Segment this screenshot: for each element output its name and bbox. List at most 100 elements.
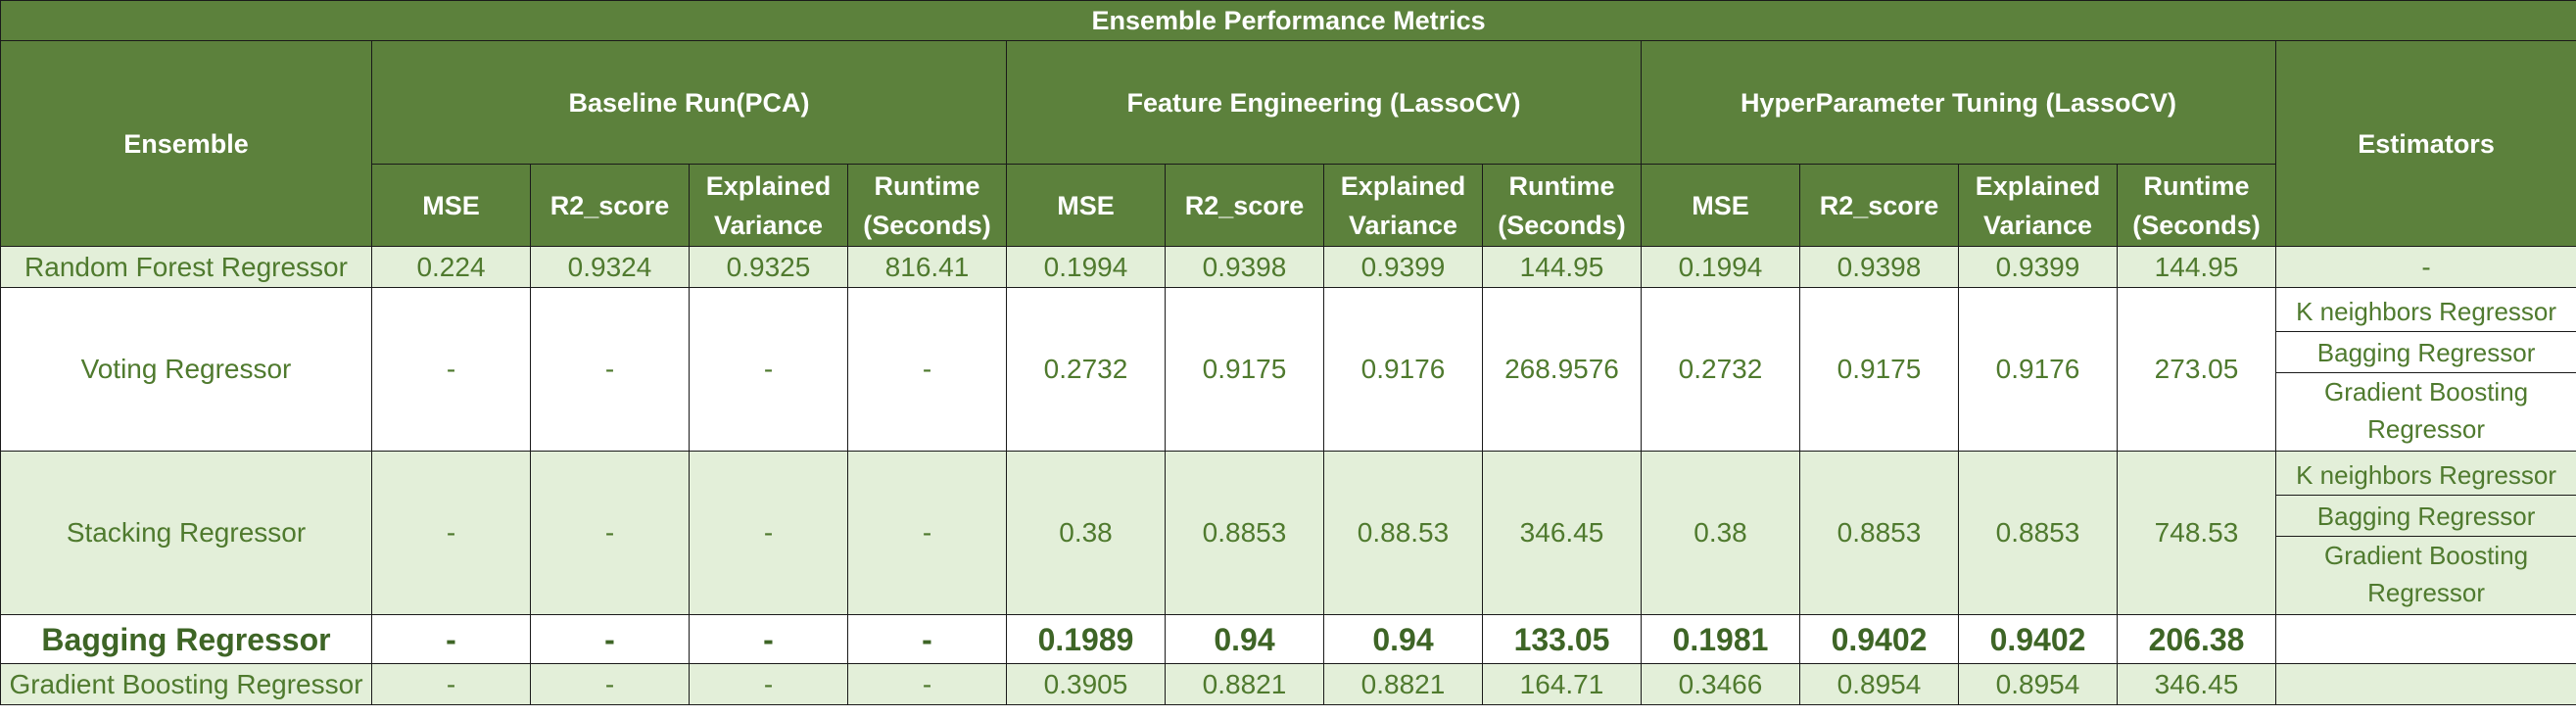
header-estimators: Estimators xyxy=(2274,40,2576,247)
tuning-mse: 0.2732 xyxy=(1641,287,1800,452)
header-explained-variance: Explained Variance xyxy=(1958,164,2118,247)
baseline-mse: - xyxy=(371,663,531,705)
feature-variance: 0.9176 xyxy=(1323,287,1483,452)
estimator-item: Gradient Boosting Regressor xyxy=(2324,541,2529,607)
baseline-mse: - xyxy=(371,451,531,615)
table-title: Ensemble Performance Metrics xyxy=(0,0,2576,41)
ensemble-name: Bagging Regressor xyxy=(0,614,372,664)
estimator-item: Gradient Boosting Regressor xyxy=(2324,377,2529,444)
feature-mse: 0.3905 xyxy=(1006,663,1166,705)
header-mse: MSE xyxy=(1641,164,1800,247)
tuning-runtime: 748.53 xyxy=(2117,451,2276,615)
baseline-runtime: - xyxy=(847,451,1007,615)
feature-runtime: 164.71 xyxy=(1482,663,1642,705)
estimators-list: K neighbors Regressor Bagging Regressor … xyxy=(2276,291,2576,448)
baseline-variance: 0.9325 xyxy=(689,246,848,288)
feature-r2: 0.9398 xyxy=(1165,246,1324,288)
tuning-variance: 0.8853 xyxy=(1958,451,2118,615)
header-explained-variance: Explained Variance xyxy=(1323,164,1483,247)
baseline-variance: - xyxy=(689,287,848,452)
baseline-runtime: - xyxy=(847,663,1007,705)
feature-r2: 0.9175 xyxy=(1165,287,1324,452)
header-r2-score: R2_score xyxy=(1799,164,1959,247)
feature-runtime: 346.45 xyxy=(1482,451,1642,615)
header-group-baseline: Baseline Run(PCA) xyxy=(371,40,1007,165)
ensemble-name: Random Forest Regressor xyxy=(0,246,372,288)
baseline-mse: 0.224 xyxy=(371,246,531,288)
tuning-r2: 0.9402 xyxy=(1799,614,1959,664)
tuning-runtime: 144.95 xyxy=(2117,246,2276,288)
baseline-r2: - xyxy=(530,663,690,705)
feature-r2: 0.8853 xyxy=(1165,451,1324,615)
feature-variance: 0.88.53 xyxy=(1323,451,1483,615)
tuning-runtime: 346.45 xyxy=(2117,663,2276,705)
baseline-r2: - xyxy=(530,287,690,452)
baseline-variance: - xyxy=(689,663,848,705)
tuning-mse: 0.1994 xyxy=(1641,246,1800,288)
estimators-cell xyxy=(2274,663,2576,705)
tuning-variance: 0.9176 xyxy=(1958,287,2118,452)
tuning-mse: 0.3466 xyxy=(1641,663,1800,705)
header-ensemble: Ensemble xyxy=(0,40,372,247)
tuning-r2: 0.8954 xyxy=(1799,663,1959,705)
tuning-mse: 0.1981 xyxy=(1641,614,1800,664)
tuning-r2: 0.8853 xyxy=(1799,451,1959,615)
estimators-list: K neighbors Regressor Bagging Regressor … xyxy=(2276,454,2576,611)
tuning-r2: 0.9175 xyxy=(1799,287,1959,452)
estimator-item: K neighbors Regressor xyxy=(2276,291,2576,332)
feature-variance: 0.94 xyxy=(1323,614,1483,664)
header-runtime: Runtime (Seconds) xyxy=(2117,164,2276,247)
estimators-cell: - xyxy=(2274,246,2576,288)
baseline-mse: - xyxy=(371,287,531,452)
header-r2-score: R2_score xyxy=(530,164,690,247)
tuning-runtime: 206.38 xyxy=(2117,614,2276,664)
table-row: Stacking Regressor - - - - 0.38 0.8853 0… xyxy=(0,451,2576,615)
baseline-variance: - xyxy=(689,614,848,664)
estimator-item: Bagging Regressor xyxy=(2276,332,2576,373)
estimators-cell xyxy=(2274,614,2576,664)
header-group-feature-engineering: Feature Engineering (LassoCV) xyxy=(1006,40,1642,165)
header-runtime: Runtime (Seconds) xyxy=(1482,164,1642,247)
tuning-r2: 0.9398 xyxy=(1799,246,1959,288)
table-row: Gradient Boosting Regressor - - - - 0.39… xyxy=(0,663,2576,705)
feature-mse: 0.1989 xyxy=(1006,614,1166,664)
header-group-hyperparameter-tuning: HyperParameter Tuning (LassoCV) xyxy=(1641,40,2276,165)
estimator-item: K neighbors Regressor xyxy=(2276,454,2576,496)
table-row: Random Forest Regressor 0.224 0.9324 0.9… xyxy=(0,246,2576,288)
tuning-variance: 0.9402 xyxy=(1958,614,2118,664)
baseline-mse: - xyxy=(371,614,531,664)
estimators-cell: K neighbors Regressor Bagging Regressor … xyxy=(2274,451,2576,615)
tuning-runtime: 273.05 xyxy=(2117,287,2276,452)
table-row: Voting Regressor - - - - 0.2732 0.9175 0… xyxy=(0,287,2576,452)
table-row: Bagging Regressor - - - - 0.1989 0.94 0.… xyxy=(0,614,2576,664)
baseline-runtime: - xyxy=(847,287,1007,452)
estimator-item: Bagging Regressor xyxy=(2276,496,2576,537)
feature-mse: 0.38 xyxy=(1006,451,1166,615)
feature-runtime: 268.9576 xyxy=(1482,287,1642,452)
feature-variance: 0.8821 xyxy=(1323,663,1483,705)
feature-variance: 0.9399 xyxy=(1323,246,1483,288)
ensemble-name: Stacking Regressor xyxy=(0,451,372,615)
feature-r2: 0.94 xyxy=(1165,614,1324,664)
ensemble-name: Gradient Boosting Regressor xyxy=(0,663,372,705)
header-mse: MSE xyxy=(371,164,531,247)
feature-runtime: 144.95 xyxy=(1482,246,1642,288)
baseline-r2: - xyxy=(530,614,690,664)
header-r2-score: R2_score xyxy=(1165,164,1324,247)
ensemble-name: Voting Regressor xyxy=(0,287,372,452)
tuning-variance: 0.8954 xyxy=(1958,663,2118,705)
header-runtime: Runtime (Seconds) xyxy=(847,164,1007,247)
estimators-cell: K neighbors Regressor Bagging Regressor … xyxy=(2274,287,2576,452)
tuning-mse: 0.38 xyxy=(1641,451,1800,615)
header-mse: MSE xyxy=(1006,164,1166,247)
feature-r2: 0.8821 xyxy=(1165,663,1324,705)
baseline-runtime: 816.41 xyxy=(847,246,1007,288)
baseline-r2: - xyxy=(530,451,690,615)
feature-mse: 0.2732 xyxy=(1006,287,1166,452)
header-explained-variance: Explained Variance xyxy=(689,164,848,247)
feature-mse: 0.1994 xyxy=(1006,246,1166,288)
baseline-runtime: - xyxy=(847,614,1007,664)
baseline-r2: 0.9324 xyxy=(530,246,690,288)
feature-runtime: 133.05 xyxy=(1482,614,1642,664)
